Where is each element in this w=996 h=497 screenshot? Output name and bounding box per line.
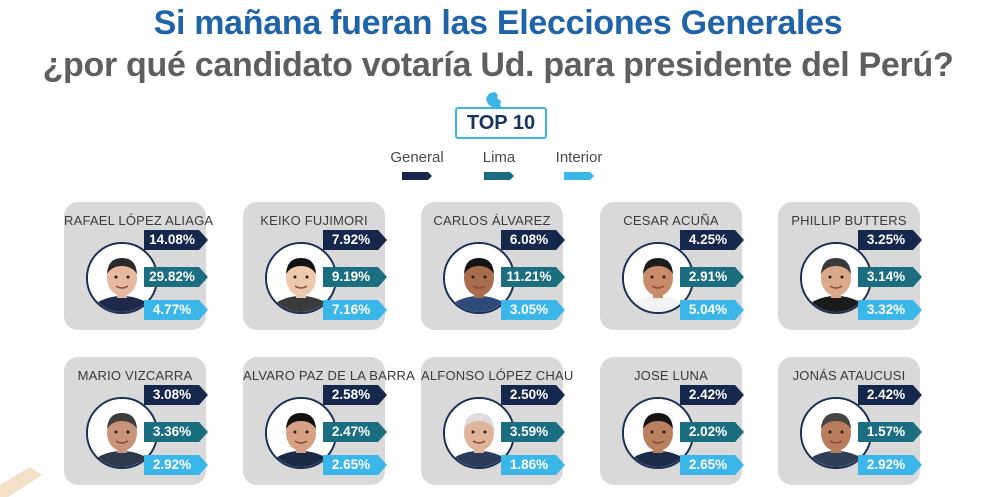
vote-value-general: 6.08%	[509, 232, 549, 247]
vote-bar-general: 2.42%	[680, 385, 744, 405]
vote-value-general: 2.58%	[331, 387, 371, 402]
vote-value-general: 2.50%	[509, 387, 549, 402]
legend-label: Interior	[555, 149, 603, 166]
candidate-card: JOSE LUNA 2.42% 2.02% 2.65%	[600, 357, 744, 485]
legend-swatch	[484, 172, 514, 180]
vote-value-general: 4.25%	[688, 232, 728, 247]
vote-value-lima: 3.36%	[152, 424, 192, 439]
page-title-line2: ¿por qué candidato votaría Ud. para pres…	[42, 46, 954, 84]
candidate-card: KEIKO FUJIMORI 7.92% 9.19% 7.16%	[243, 202, 387, 330]
vote-value-lima: 9.19%	[331, 269, 371, 284]
vote-bar-interior: 3.32%	[858, 300, 922, 320]
vote-value-general: 3.08%	[152, 387, 192, 402]
vote-value-interior: 5.04%	[688, 302, 728, 317]
vote-bar-lima: 11.21%	[501, 267, 565, 287]
legend-item-general: General	[372, 150, 462, 180]
candidate-photo-icon	[622, 397, 694, 469]
legend-label: Lima	[482, 149, 516, 166]
vote-bar-lima: 3.36%	[144, 422, 208, 442]
vote-value-lima: 3.14%	[866, 269, 906, 284]
vote-value-lima: 11.21%	[506, 269, 552, 284]
vote-bar-lima: 2.47%	[323, 422, 387, 442]
vote-bar-general: 2.42%	[858, 385, 922, 405]
vote-bar-lima: 1.57%	[858, 422, 922, 442]
candidate-card: ALFONSO LÓPEZ CHAU 2.50% 3.59% 1.86%	[421, 357, 574, 485]
candidate-name: RAFAEL LÓPEZ ALIAGA	[64, 213, 214, 228]
vote-value-interior: 2.65%	[331, 457, 371, 472]
legend-label: General	[390, 149, 444, 166]
vote-bar-general: 14.08%	[144, 230, 208, 250]
vote-value-interior: 7.16%	[331, 302, 371, 317]
candidate-card: JONÁS ATAUCUSI 2.42% 1.57% 2.92%	[778, 357, 922, 485]
vote-value-general: 2.42%	[866, 387, 906, 402]
vote-value-interior: 4.77%	[152, 302, 192, 317]
vote-bar-interior: 2.92%	[144, 455, 208, 475]
vote-bar-interior: 1.86%	[501, 455, 565, 475]
vote-bar-interior: 2.65%	[323, 455, 387, 475]
decorative-stripe	[0, 467, 42, 497]
vote-value-interior: 2.92%	[152, 457, 192, 472]
vote-bar-lima: 3.14%	[858, 267, 922, 287]
candidate-name: JOSE LUNA	[633, 368, 709, 383]
top10-label: TOP 10	[466, 112, 536, 134]
legend-swatch	[564, 172, 594, 180]
candidate-name: ALVARO PAZ DE LA BARRA	[243, 368, 416, 383]
candidate-name: KEIKO FUJIMORI	[260, 213, 368, 228]
candidate-photo-icon	[443, 242, 515, 314]
vote-bar-interior: 3.05%	[501, 300, 565, 320]
candidate-name: MARIO VIZCARRA	[77, 368, 193, 383]
vote-bar-general: 2.50%	[501, 385, 565, 405]
vote-bar-lima: 3.59%	[501, 422, 565, 442]
vote-bar-interior: 2.92%	[858, 455, 922, 475]
legend-item-interior: Interior	[534, 150, 624, 180]
candidate-name: CARLOS ÁLVAREZ	[433, 213, 551, 228]
vote-value-interior: 3.32%	[866, 302, 906, 317]
candidate-card: RAFAEL LÓPEZ ALIAGA 14.08% 29.82% 4.77%	[64, 202, 214, 330]
vote-value-lima: 2.91%	[688, 269, 728, 284]
vote-bar-lima: 9.19%	[323, 267, 387, 287]
candidate-card: PHILLIP BUTTERS 3.25% 3.14% 3.32%	[778, 202, 922, 330]
candidate-name: JONÁS ATAUCUSI	[792, 368, 906, 383]
candidate-name: PHILLIP BUTTERS	[791, 213, 907, 228]
vote-bar-interior: 5.04%	[680, 300, 744, 320]
vote-bar-general: 7.92%	[323, 230, 387, 250]
vote-bar-lima: 2.02%	[680, 422, 744, 442]
legend-swatch	[402, 172, 432, 180]
vote-bar-lima: 2.91%	[680, 267, 744, 287]
vote-value-general: 3.25%	[866, 232, 906, 247]
candidate-card: CARLOS ÁLVAREZ 6.08% 11.21% 3.05%	[421, 202, 565, 330]
vote-bar-lima: 29.82%	[144, 267, 208, 287]
candidate-name: CESAR ACUÑA	[623, 213, 719, 228]
vote-value-lima: 2.47%	[331, 424, 371, 439]
vote-bar-general: 3.25%	[858, 230, 922, 250]
vote-value-lima: 3.59%	[509, 424, 549, 439]
vote-bar-general: 4.25%	[680, 230, 744, 250]
vote-bar-general: 2.58%	[323, 385, 387, 405]
vote-value-interior: 2.65%	[688, 457, 728, 472]
vote-value-general: 2.42%	[688, 387, 728, 402]
top10-badge: TOP 10	[455, 107, 547, 139]
vote-value-lima: 29.82%	[149, 269, 195, 284]
legend-item-lima: Lima	[454, 150, 544, 180]
candidate-card: CESAR ACUÑA 4.25% 2.91% 5.04%	[600, 202, 744, 330]
vote-bar-interior: 2.65%	[680, 455, 744, 475]
vote-value-lima: 1.57%	[866, 424, 906, 439]
vote-bar-interior: 7.16%	[323, 300, 387, 320]
vote-bar-general: 3.08%	[144, 385, 208, 405]
vote-value-general: 14.08%	[149, 232, 195, 247]
vote-value-interior: 2.92%	[866, 457, 906, 472]
vote-value-lima: 2.02%	[688, 424, 728, 439]
page-title-line1: Si mañana fueran las Elecciones Generale…	[153, 4, 843, 42]
vote-value-interior: 1.86%	[509, 457, 549, 472]
candidate-card: ALVARO PAZ DE LA BARRA 2.58% 2.47% 2.65%	[243, 357, 416, 485]
candidate-card: MARIO VIZCARRA 3.08% 3.36% 2.92%	[64, 357, 208, 485]
vote-value-interior: 3.05%	[509, 302, 549, 317]
vote-bar-general: 6.08%	[501, 230, 565, 250]
vote-value-general: 7.92%	[331, 232, 371, 247]
vote-bar-interior: 4.77%	[144, 300, 208, 320]
candidate-name: ALFONSO LÓPEZ CHAU	[421, 368, 574, 383]
